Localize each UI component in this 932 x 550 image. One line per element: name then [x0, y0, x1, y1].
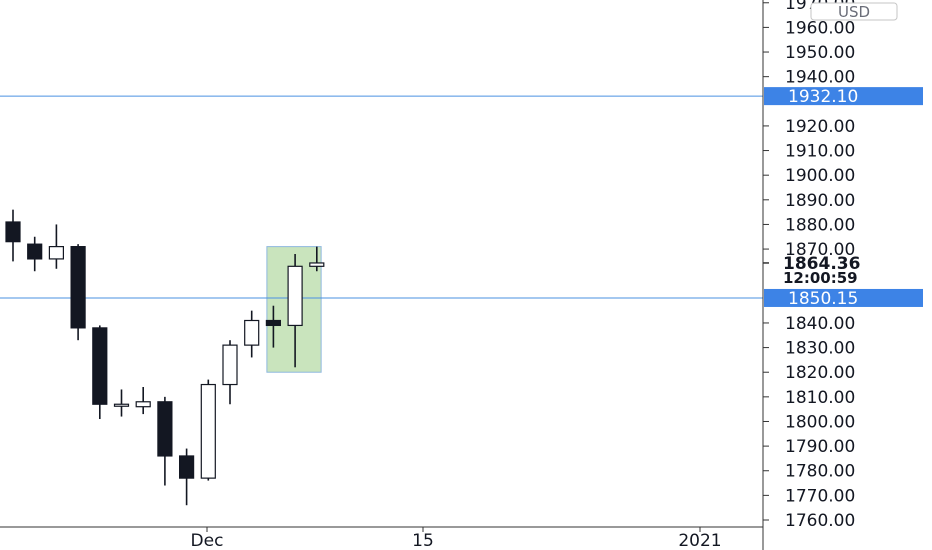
price-tick-label: 1810.00: [785, 388, 855, 408]
horizontal-line-price-badge[interactable]: [764, 288, 923, 307]
candle[interactable]: [70, 244, 86, 341]
candle-body-bearish: [179, 455, 195, 479]
candle-body-bearish: [157, 401, 173, 457]
candle-body-bullish: [200, 383, 216, 479]
candle[interactable]: [48, 224, 65, 269]
candle[interactable]: [92, 325, 108, 420]
price-axis[interactable]: 1960.00 1950.00 1940.00 1920.00 1910.00 1900.…: [762, 0, 855, 550]
candle-body-bearish: [92, 327, 108, 405]
candle[interactable]: [5, 209, 21, 262]
time-tick-label: 2021: [678, 531, 721, 550]
candle[interactable]: [179, 448, 195, 506]
candle[interactable]: [113, 389, 130, 417]
price-tick-label: 1790.00: [785, 437, 855, 457]
price-tick-label: 1910.00: [785, 142, 855, 162]
price-tick-label: 1780.00: [785, 462, 855, 482]
price-tick-label: 1840.00: [785, 314, 855, 334]
candle[interactable]: [309, 246, 325, 272]
candle-body-bullish: [309, 262, 325, 267]
candle-body-bearish: [265, 319, 281, 327]
price-tick-label: 1760.00: [785, 511, 855, 531]
horizontal-line-price-label: 1850.15: [788, 289, 858, 309]
price-tick-label: 1950.00: [785, 43, 855, 63]
price-tick-label: 1960.00: [785, 18, 855, 38]
price-tick-label: 1820.00: [785, 363, 855, 383]
candle[interactable]: [287, 253, 303, 368]
candle-body-bullish: [244, 319, 260, 346]
candle[interactable]: [27, 236, 43, 272]
candle[interactable]: [265, 305, 281, 348]
candle-body-bearish: [70, 246, 86, 329]
price-tick-label: 1890.00: [785, 191, 855, 211]
candle-body-bearish: [27, 243, 43, 260]
countdown-label: 12:00:59: [783, 269, 858, 287]
currency-label: USD: [838, 3, 870, 21]
candle-body-bullish: [113, 403, 130, 407]
candle-body-bullish: [222, 344, 238, 386]
currency-badge[interactable]: [810, 2, 898, 21]
time-axis[interactable]: Dec 15 2021: [0, 526, 763, 550]
candle-body-bullish: [287, 265, 303, 327]
current-price-label: 1864.36: [783, 254, 860, 274]
price-tick-label: 1800.00: [785, 412, 855, 432]
horizontal-line-price-label: 1932.10: [788, 87, 858, 107]
candle-body-bullish: [135, 401, 151, 408]
candle-body-bearish: [5, 221, 21, 243]
price-axis-labels: USD 1864.36 12:00:59 1932.10 1850.15: [764, 2, 923, 309]
price-tick-label: 1900.00: [785, 166, 855, 186]
price-tick-label: 1920.00: [785, 117, 855, 137]
candle[interactable]: [200, 379, 216, 481]
price-tick-label: 1880.00: [785, 215, 855, 235]
price-tick-label: 1870.00: [785, 240, 855, 260]
candle[interactable]: [135, 386, 151, 415]
price-tick-label: 1770.00: [785, 486, 855, 506]
price-tick-label: 1830.00: [785, 339, 855, 359]
time-tick-label: 15: [412, 531, 434, 550]
horizontal-line-price-badge[interactable]: [764, 87, 923, 106]
price-tick-label: 1940.00: [785, 68, 855, 88]
candle[interactable]: [157, 396, 173, 486]
candle-body-bullish: [48, 246, 65, 260]
plot-area[interactable]: [0, 95, 763, 506]
candle[interactable]: [244, 310, 260, 358]
candle[interactable]: [222, 340, 238, 405]
time-tick-label: Dec: [191, 531, 224, 550]
